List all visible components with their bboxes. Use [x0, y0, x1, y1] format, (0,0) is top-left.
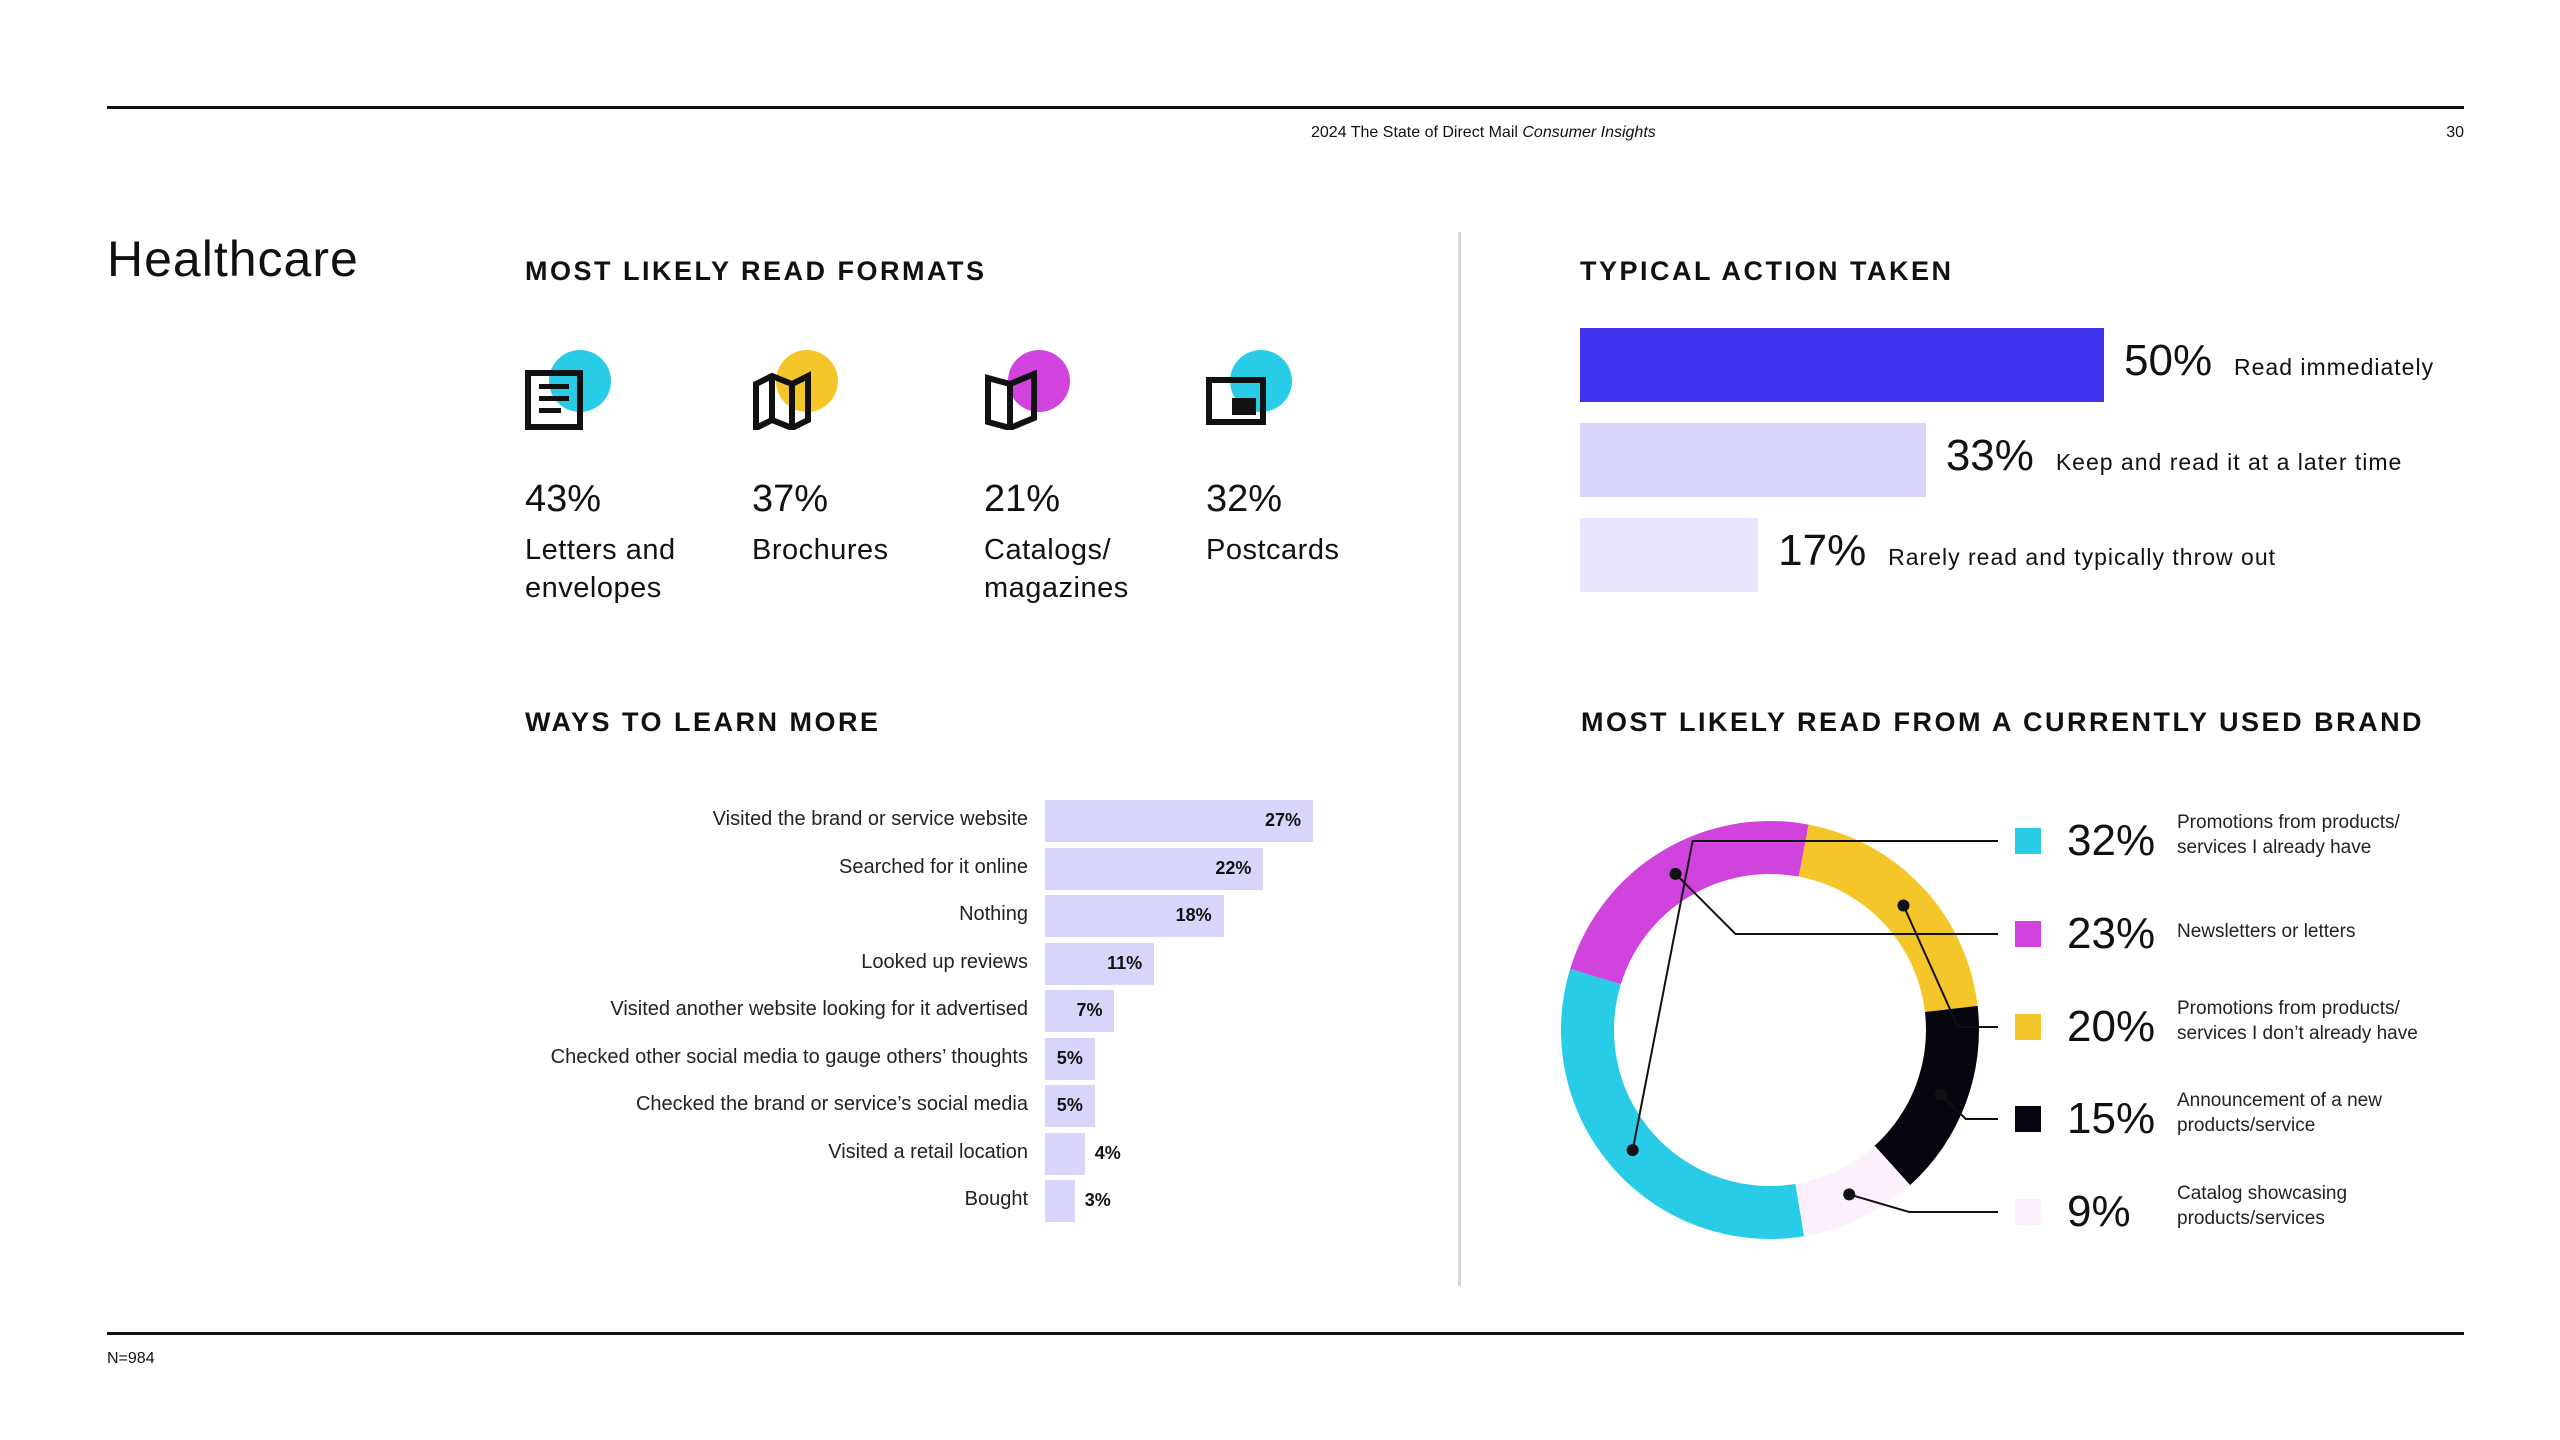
learn-bar: [1045, 942, 1155, 985]
legend-pct: 20%: [2067, 1002, 2156, 1051]
learn-label: Nothing: [959, 903, 1028, 925]
legend-label: Newsletters or letters: [2177, 921, 2356, 942]
learn-bar: [1045, 1132, 1085, 1175]
page-number: 30: [2446, 124, 2464, 141]
leader-dot: [1897, 899, 1910, 912]
legend-swatch: [2015, 1199, 2041, 1225]
action-bar: [1580, 328, 2104, 402]
learn-label: Visited a retail location: [828, 1140, 1028, 1163]
legend-pct: 23%: [2067, 909, 2156, 958]
top-rule: [107, 106, 2464, 109]
brand-donut-chart: [1561, 821, 1998, 1239]
legend-swatch: [2015, 828, 2041, 854]
learn-value: 27%: [1264, 810, 1301, 830]
format-label: Postcards: [1206, 534, 1340, 566]
legend-label: Catalog showcasing products/services: [2177, 1183, 2348, 1229]
action-label: Rarely read and typically throw out: [1888, 544, 2276, 570]
learn-bar: [1045, 1085, 1095, 1127]
learn-label: Bought: [964, 1188, 1028, 1210]
bottom-rule: [107, 1332, 2464, 1335]
catalog-icon: [985, 370, 1037, 430]
learn-value: 7%: [1076, 1000, 1103, 1020]
legend-label: Announcement of a new products/service: [2177, 1090, 2382, 1136]
format-label: Catalogs/ magazines: [984, 534, 1129, 604]
leader-line: [1674, 873, 1998, 935]
learn-value: 18%: [1175, 905, 1212, 925]
legend-swatch: [2015, 1106, 2041, 1132]
learn-label: Looked up reviews: [861, 950, 1028, 973]
learn-title: WAYS TO LEARN MORE: [525, 707, 881, 737]
learn-label: Visited another website looking for it a…: [610, 998, 1028, 1020]
learn-bar: [1045, 800, 1313, 842]
learn-value: 5%: [1056, 1095, 1083, 1115]
action-bar: [1580, 518, 1759, 592]
learn-label: Checked the brand or service’s social me…: [635, 1093, 1028, 1115]
format-letters: 43% Letters and envelopes: [525, 340, 745, 607]
legend-label: Promotions from products/ services I don…: [2177, 998, 2418, 1044]
leader-dot: [1669, 867, 1682, 880]
action-pct: 50%: [2124, 336, 2213, 385]
leader-dot: [1626, 1144, 1639, 1157]
action-label: Read immediately: [2234, 354, 2435, 380]
learn-bar: [1045, 990, 1115, 1032]
format-label: Letters and envelopes: [525, 534, 676, 604]
format-pct: 21%: [984, 478, 1061, 520]
legend-pct: 32%: [2067, 816, 2156, 865]
column-divider: [1458, 232, 1461, 1286]
donut-slice: [1561, 968, 1805, 1239]
leader-dot: [1934, 1088, 1947, 1101]
learn-value: 4%: [1094, 1142, 1121, 1163]
format-postcards: 32% Postcards: [1206, 340, 1426, 569]
format-label: Brochures: [752, 534, 889, 566]
learn-label: Checked other social media to gauge othe…: [550, 1045, 1028, 1068]
donut-slice: [1874, 1005, 1979, 1186]
donut-slice: [1798, 824, 1978, 1012]
format-pct: 43%: [525, 478, 602, 520]
formats-title: MOST LIKELY READ FORMATS: [525, 256, 987, 286]
leader-line: [1940, 1093, 1998, 1120]
sample-size-note: N=984: [107, 1350, 155, 1367]
legend-label: Promotions from products/ services I alr…: [2177, 812, 2400, 858]
learn-bar: [1045, 1180, 1075, 1222]
legend-swatch: [2015, 1014, 2041, 1040]
report-title: 2024 The State of Direct Mail Consumer I…: [1311, 124, 1656, 141]
learn-bar: [1045, 1037, 1095, 1080]
brand-title: MOST LIKELY READ FROM A CURRENTLY USED B…: [1581, 707, 2425, 737]
learn-value: 22%: [1215, 857, 1252, 878]
action-bar: [1580, 423, 1926, 497]
letter-icon: [525, 370, 583, 430]
page-title: Healthcare: [107, 231, 359, 287]
action-pct: 17%: [1778, 526, 1867, 575]
learn-label: Visited the brand or service website: [712, 808, 1028, 830]
learn-bar: [1045, 895, 1224, 937]
leader-line: [1902, 905, 1998, 1028]
learn-value: 3%: [1084, 1190, 1111, 1210]
brochure-icon: [753, 371, 811, 430]
legend-pct: 9%: [2067, 1187, 2131, 1236]
legend-pct: 15%: [2067, 1094, 2156, 1143]
format-pct: 37%: [752, 478, 829, 520]
postcard-icon: [1206, 377, 1266, 425]
actions-title: TYPICAL ACTION TAKEN: [1580, 256, 1954, 286]
learn-value: 11%: [1107, 952, 1143, 973]
action-label: Keep and read it at a later time: [2055, 449, 2403, 475]
format-pct: 32%: [1206, 478, 1283, 520]
learn-value: 5%: [1056, 1047, 1083, 1068]
learn-bar: [1045, 847, 1264, 890]
learn-label: Searched for it online: [838, 855, 1028, 878]
leader-dot: [1843, 1188, 1856, 1201]
donut-slice: [1570, 821, 1809, 985]
legend-swatch: [2015, 921, 2041, 947]
action-pct: 33%: [1945, 431, 2034, 480]
leader-line: [1631, 840, 1998, 1151]
format-brochures: 37% Brochures: [752, 340, 972, 569]
leader-line: [1848, 1193, 1998, 1213]
format-catalogs: 21% Catalogs/ magazines: [984, 340, 1204, 607]
